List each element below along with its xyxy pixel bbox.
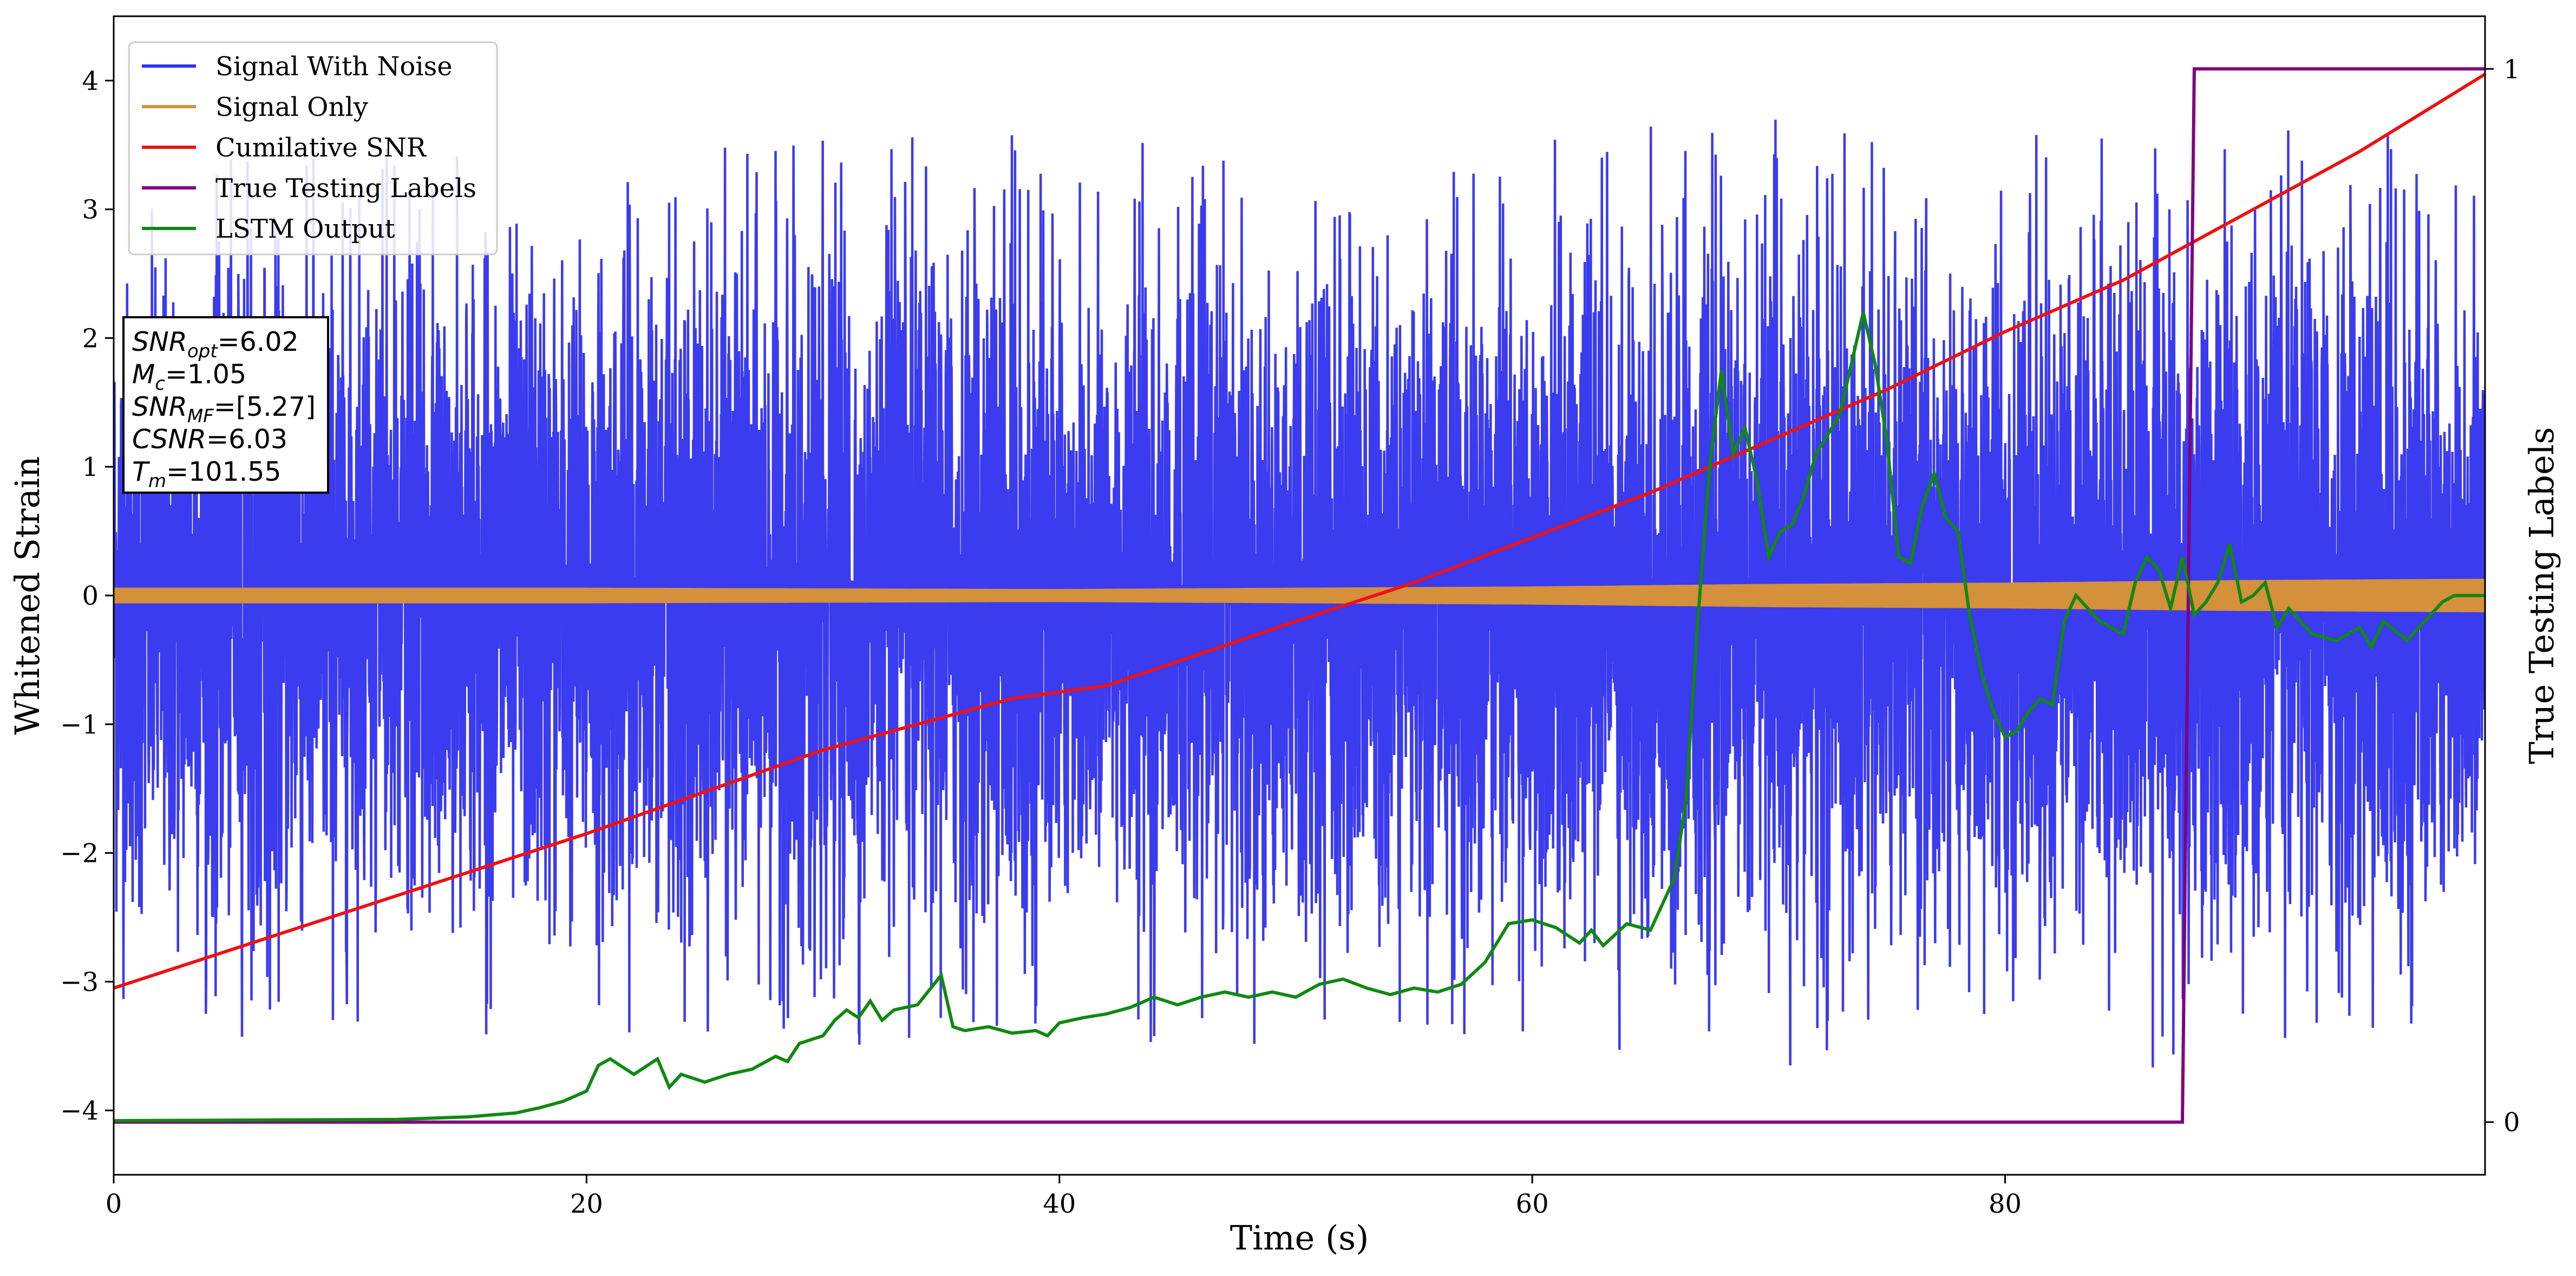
- y2-tick-label: 0: [2503, 1108, 2520, 1138]
- info-value: =6.03: [206, 424, 287, 455]
- y-axis-title: Whitened Strain: [8, 456, 47, 735]
- x-axis-title: Time (s): [1230, 1218, 1369, 1258]
- x-tick-label: 0: [106, 1189, 122, 1219]
- info-symbol: SNR: [132, 326, 187, 357]
- y-tick-label: −1: [60, 710, 99, 740]
- info-box: SNRopt=6.02Mc=1.05SNRMF=[5.27]CSNR=6.03T…: [122, 316, 329, 494]
- info-line: Mc=1.05: [132, 359, 246, 395]
- legend-label: Cumilative SNR: [215, 133, 427, 163]
- series-true-testing-labels: [114, 67, 2485, 1124]
- x-tick-label: 20: [570, 1189, 603, 1219]
- legend-label: True Testing Labels: [215, 173, 476, 204]
- legend-label: Signal Only: [215, 92, 368, 122]
- info-line: SNRMF=[5.27]: [132, 391, 316, 427]
- info-subscript: opt: [187, 341, 218, 362]
- y-tick-label: 0: [82, 581, 99, 611]
- info-line: SNRopt=6.02: [132, 326, 299, 362]
- info-value: =6.02: [218, 326, 299, 357]
- info-subscript: m: [148, 470, 166, 492]
- y-tick-label: −4: [60, 1096, 99, 1126]
- info-box-frame: [122, 316, 329, 494]
- info-value: =1.05: [165, 359, 246, 390]
- x-tick-label: 80: [1989, 1189, 2022, 1219]
- info-value: =101.55: [166, 456, 282, 487]
- y2-tick-label: 1: [2503, 54, 2520, 84]
- y2-axis-title: True Testing Labels: [2522, 427, 2561, 764]
- y-tick-label: 1: [82, 452, 99, 482]
- info-symbol: SNR: [132, 391, 187, 422]
- y-tick-label: 2: [82, 323, 99, 354]
- legend-label: Signal With Noise: [215, 51, 453, 82]
- info-symbol: CSNR: [132, 424, 206, 455]
- x-tick-label: 40: [1043, 1189, 1076, 1219]
- legend-box: [128, 41, 498, 256]
- series-cumilative-snr: [114, 73, 2485, 990]
- y-tick-label: −2: [60, 839, 99, 869]
- info-subscript: c: [155, 373, 165, 395]
- legend: Signal With Noise Signal Only Cumilative S…: [128, 41, 498, 256]
- series-signal-only: [114, 579, 2485, 612]
- info-symbol: T: [132, 456, 151, 487]
- info-subscript: MF: [187, 405, 214, 427]
- x-tick-label: 60: [1516, 1189, 1549, 1219]
- info-symbol: M: [132, 359, 155, 390]
- info-line: Tm=101.55: [132, 456, 282, 492]
- info-line: CSNR=6.03: [132, 424, 287, 455]
- series-lstm-output: [114, 312, 2485, 1123]
- plot-area: [114, 67, 2485, 1124]
- y-tick-label: 3: [82, 195, 99, 225]
- legend-label: LSTM Output: [215, 214, 395, 244]
- y-tick-label: 4: [82, 66, 99, 96]
- info-value: =[5.27]: [214, 391, 316, 422]
- y-tick-label: −3: [60, 967, 99, 997]
